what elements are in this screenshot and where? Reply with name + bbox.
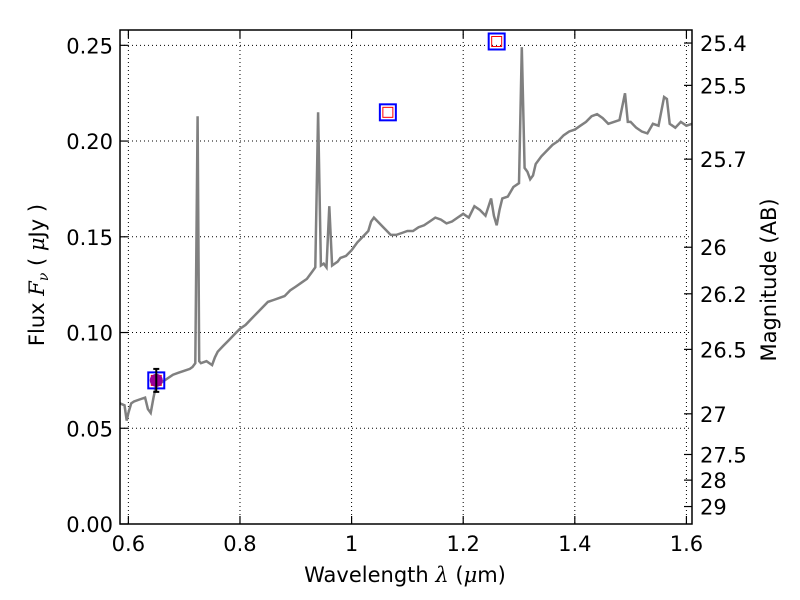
y-tick-label-4: 0.20	[66, 130, 113, 154]
x-tick-label-5: 1.6	[670, 532, 703, 556]
mag-tick-label-4: 26.2	[700, 283, 747, 307]
spectrum-line	[119, 47, 693, 421]
mag-tick-label-1: 25.5	[700, 74, 747, 98]
model-box-2	[487, 32, 506, 51]
mag-tick-label-2: 25.7	[700, 148, 747, 172]
x-tick-label-0: 0.6	[112, 532, 145, 556]
mag-tick-label-8: 28	[700, 469, 727, 493]
x-tick-label-3: 1.2	[446, 532, 479, 556]
mag-tick-label-5: 26.5	[700, 338, 747, 362]
y-tick-label-5: 0.25	[66, 34, 113, 58]
model-inner-box-2	[491, 35, 503, 47]
mag-tick-label-3: 26	[700, 236, 727, 260]
grid-lines	[120, 30, 692, 525]
y-axis-ticks: 0.00 0.05 0.10 0.15 0.20 0.25	[66, 34, 128, 537]
y-tick-label-2: 0.10	[66, 322, 113, 346]
mag-tick-label-6: 27	[700, 403, 727, 427]
plot-frame	[119, 29, 693, 525]
mag-tick-label-0: 25.4	[700, 32, 747, 56]
mag-axis-title: Magnitude (AB)	[757, 198, 781, 361]
mag-tick-label-7: 27.5	[700, 443, 747, 467]
x-axis-title: Wavelength λ (μm)	[304, 563, 506, 587]
model-inner-box-1	[382, 106, 394, 118]
x-axis-ticks: 0.6 0.8 1 1.2 1.4 1.6	[112, 30, 703, 556]
mag-tick-label-9: 29	[700, 496, 727, 520]
photometry-marks	[147, 32, 506, 393]
x-tick-label-1: 0.8	[223, 532, 256, 556]
y-tick-label-3: 0.15	[66, 226, 113, 250]
x-tick-label-2: 1	[345, 532, 358, 556]
model-box-1	[378, 103, 397, 122]
mag-axis-ticks: 25.4 25.5 25.7 26 26.2 26.5 27 27.528 29	[684, 32, 747, 520]
x-tick-label-4: 1.4	[558, 532, 591, 556]
y-tick-label-1: 0.05	[66, 417, 113, 441]
y-tick-label-0: 0.00	[66, 513, 113, 537]
y-axis-title: Flux Fν ( μJy )	[25, 204, 52, 346]
